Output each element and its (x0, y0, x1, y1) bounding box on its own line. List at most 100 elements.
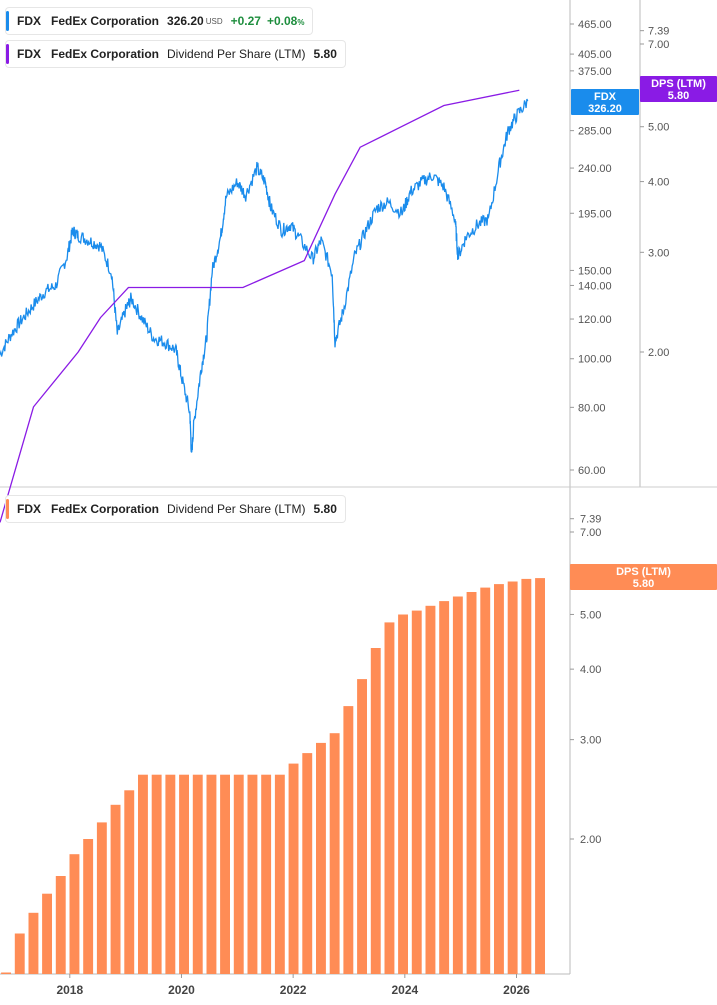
dividend-bar (343, 706, 354, 974)
dividend-bar (357, 679, 367, 974)
price-tick-label: 60.00 (578, 465, 606, 477)
legend-dps-top[interactable]: FDX FedEx Corporation Dividend Per Share… (6, 41, 345, 67)
dps-bottom-tick-label: 5.00 (580, 609, 601, 621)
dps-bottom-badge: DPS (LTM)5.80 (570, 564, 717, 590)
x-tick-label: 2026 (503, 983, 530, 997)
dividend-bar (261, 774, 272, 974)
legend-price[interactable]: FDX FedEx Corporation 326.20 USD +0.27 +… (6, 8, 313, 34)
dividend-bar (179, 774, 189, 974)
dps-top-tick-label: 5.00 (648, 122, 669, 134)
dividend-bar (165, 774, 176, 974)
price-tick-label: 195.00 (578, 208, 612, 220)
dps-top-badge: DPS (LTM)5.80 (640, 76, 717, 102)
legend-dps-top-metric: Dividend Per Share (LTM) (167, 47, 306, 61)
dps-top-tick-label: 7.00 (648, 39, 669, 51)
price-tick-label: 405.00 (578, 49, 612, 61)
dps-bottom-tick-label: 2.00 (580, 834, 601, 846)
dividend-bar-series (1, 578, 545, 974)
dividend-bar (28, 912, 39, 974)
legend-dps-bottom-color-bar (6, 499, 9, 519)
legend-dps-bottom-symbol: FDX (17, 502, 41, 516)
dividend-bar (425, 605, 436, 974)
price-line (0, 98, 529, 453)
legend-price-value: 326.20 (167, 14, 204, 28)
dps-bottom-tick-label: 7.39 (580, 514, 601, 526)
svg-text:5.80: 5.80 (633, 578, 654, 590)
dividend-bar (535, 578, 545, 974)
dividend-bar (384, 622, 395, 974)
price-tick-label: 100.00 (578, 354, 612, 366)
price-tick-label: 375.00 (578, 66, 612, 78)
dividend-bar (302, 753, 313, 974)
legend-dps-bottom-metric: Dividend Per Share (LTM) (167, 502, 306, 516)
dividend-bar (233, 774, 244, 974)
top-line-series (0, 89, 529, 523)
dividend-bar (411, 610, 422, 974)
dividend-bar (220, 774, 230, 974)
x-tick-label: 2018 (56, 983, 83, 997)
svg-text:5.80: 5.80 (668, 90, 689, 102)
dividend-bar (192, 774, 203, 974)
x-tick-label: 2020 (168, 983, 195, 997)
dividend-bar (55, 876, 66, 974)
legend-dps-top-symbol: FDX (17, 47, 41, 61)
dps-top-tick-label: 7.39 (648, 26, 669, 38)
legend-dps-bottom[interactable]: FDX FedEx Corporation Dividend Per Share… (6, 496, 345, 522)
dividend-bar (151, 774, 162, 974)
dividend-bar (247, 774, 258, 974)
legend-price-currency: USD (205, 16, 223, 26)
legend-price-name: FedEx Corporation (51, 14, 160, 28)
dividend-bar (69, 854, 80, 974)
dividend-bar (439, 601, 450, 974)
dividend-bar (96, 822, 107, 974)
svg-text:DPS (LTM): DPS (LTM) (616, 566, 671, 578)
dividend-bar (370, 648, 381, 974)
axis-labels: 465.00 405.00 375.00 285.00 240.00 195.00 150.… (56, 19, 669, 997)
legend-dps-top-name: FedEx Corporation (51, 47, 160, 61)
dividend-bar (316, 742, 326, 974)
legend-price-color-bar (6, 11, 9, 31)
price-tick-label: 140.00 (578, 280, 612, 292)
legend-dps-bottom-value: 5.80 (313, 502, 337, 516)
legend-dps-top-color-bar (6, 44, 9, 64)
dividend-bar (1, 972, 11, 974)
svg-text:FDX: FDX (594, 91, 617, 103)
dps-top-tick-label: 4.00 (648, 177, 669, 189)
dividend-bar (83, 839, 94, 974)
dividend-bar (452, 596, 463, 974)
legend-price-symbol: FDX (17, 14, 41, 28)
price-tick-label: 80.00 (578, 402, 606, 414)
svg-text:DPS (LTM): DPS (LTM) (651, 78, 706, 90)
legend-dps-bottom-name: FedEx Corporation (51, 502, 160, 516)
dividend-bar (206, 774, 217, 974)
price-tick-label: 285.00 (578, 126, 612, 138)
x-tick-label: 2022 (280, 983, 307, 997)
price-tick-label: 240.00 (578, 163, 612, 175)
dps-bottom-tick-label: 4.00 (580, 664, 601, 676)
price-tick-label: 150.00 (578, 265, 612, 277)
price-tick-label: 465.00 (578, 19, 612, 31)
dividend-bar (398, 614, 408, 974)
dps-bottom-tick-label: 3.00 (580, 735, 601, 747)
legend-price-change-pct: +0.08% (266, 14, 305, 28)
dividend-bar (14, 933, 25, 974)
dividend-bar (466, 592, 477, 974)
svg-text:326.20: 326.20 (588, 103, 622, 115)
dividend-bar (521, 578, 532, 974)
dividend-bar (42, 893, 52, 974)
dividend-bar (288, 763, 299, 974)
legend-dps-top-value: 5.80 (313, 47, 337, 61)
price-tick-label: 120.00 (578, 314, 612, 326)
dps-top-tick-label: 3.00 (648, 247, 669, 259)
dividend-bar (274, 774, 285, 974)
dividend-bar (110, 804, 121, 974)
dividend-bar (494, 584, 504, 974)
dps-top-tick-label: 2.00 (648, 347, 669, 359)
dps-bottom-tick-label: 7.00 (580, 527, 601, 539)
x-tick-label: 2024 (391, 983, 418, 997)
dividend-bar (507, 581, 518, 974)
dividend-bar (124, 790, 135, 974)
